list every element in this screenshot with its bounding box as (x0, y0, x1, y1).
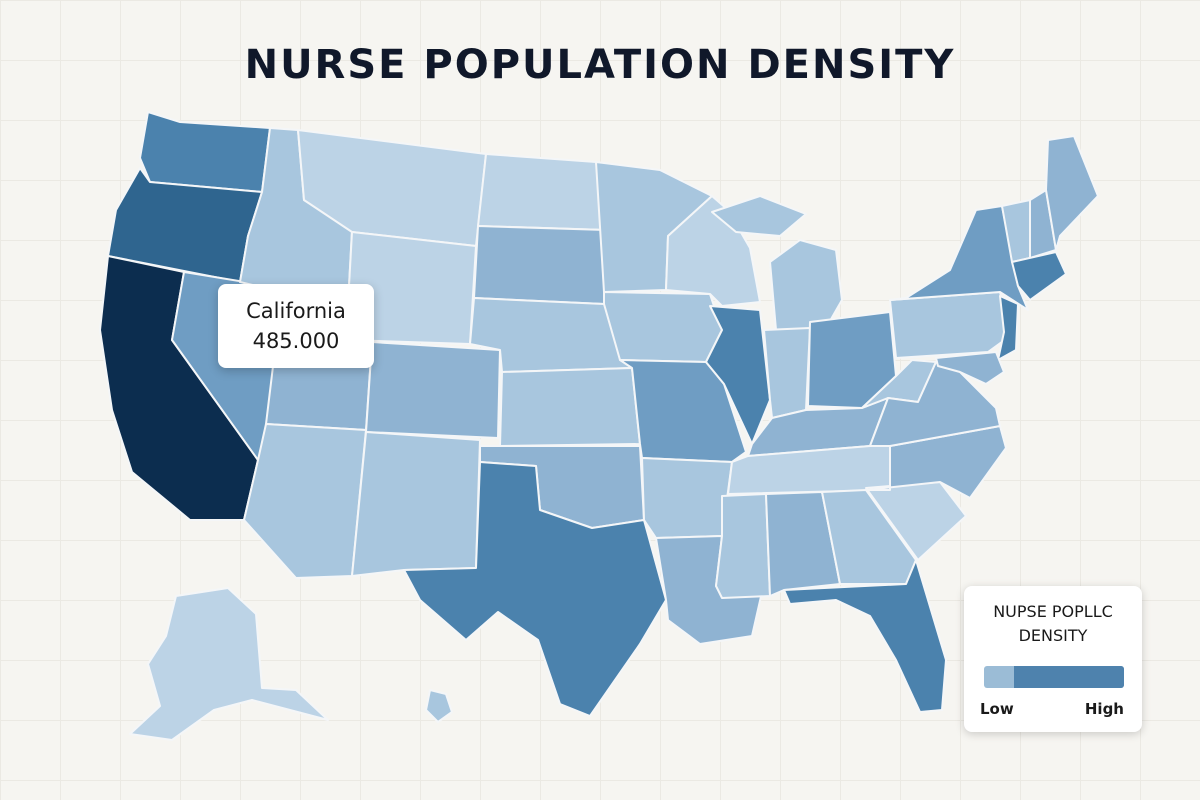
state-tooltip: California 485.000 (218, 284, 374, 368)
legend-title: NUPSE POPLLC DENSITY (964, 600, 1142, 648)
state-texas[interactable] (403, 461, 667, 717)
state-arizona[interactable] (243, 423, 367, 579)
state-south-dakota[interactable] (473, 225, 607, 305)
state-maine[interactable] (1045, 135, 1099, 251)
state-washington[interactable] (139, 111, 271, 193)
legend-color-bar-high (1014, 666, 1124, 688)
state-pennsylvania[interactable] (889, 291, 1011, 359)
states-layer (99, 111, 1099, 741)
map-title: NURSE POPULATION DENSITY (244, 42, 956, 88)
state-massachusetts[interactable] (1011, 251, 1067, 301)
legend-low-label: Low (980, 700, 1014, 718)
state-michigan[interactable] (769, 239, 843, 331)
tooltip-state-value: 485.000 (252, 329, 340, 353)
state-michigan-upper[interactable] (711, 195, 807, 237)
state-alabama[interactable] (765, 491, 841, 597)
state-new-mexico[interactable] (351, 431, 481, 577)
tooltip-state-name: California (246, 299, 346, 323)
state-colorado[interactable] (365, 341, 501, 439)
legend-title-line1: NUPSE POPLLC (993, 602, 1113, 621)
legend-high-label: High (1084, 700, 1124, 718)
state-florida[interactable] (783, 559, 947, 713)
state-kansas[interactable] (499, 367, 641, 447)
state-iowa[interactable] (603, 291, 723, 363)
state-north-dakota[interactable] (477, 153, 607, 231)
state-alaska[interactable] (129, 587, 329, 741)
state-mississippi[interactable] (715, 493, 771, 599)
state-arkansas[interactable] (641, 457, 733, 539)
state-indiana[interactable] (763, 327, 811, 419)
state-new-jersey[interactable] (997, 295, 1019, 361)
state-hawaii[interactable] (425, 689, 453, 723)
legend-card: NUPSE POPLLC DENSITY Low High (964, 586, 1142, 732)
state-illinois[interactable] (705, 305, 771, 445)
state-maryland[interactable] (935, 351, 1005, 385)
legend-title-line2: DENSITY (1018, 626, 1088, 645)
state-wisconsin[interactable] (665, 195, 761, 307)
